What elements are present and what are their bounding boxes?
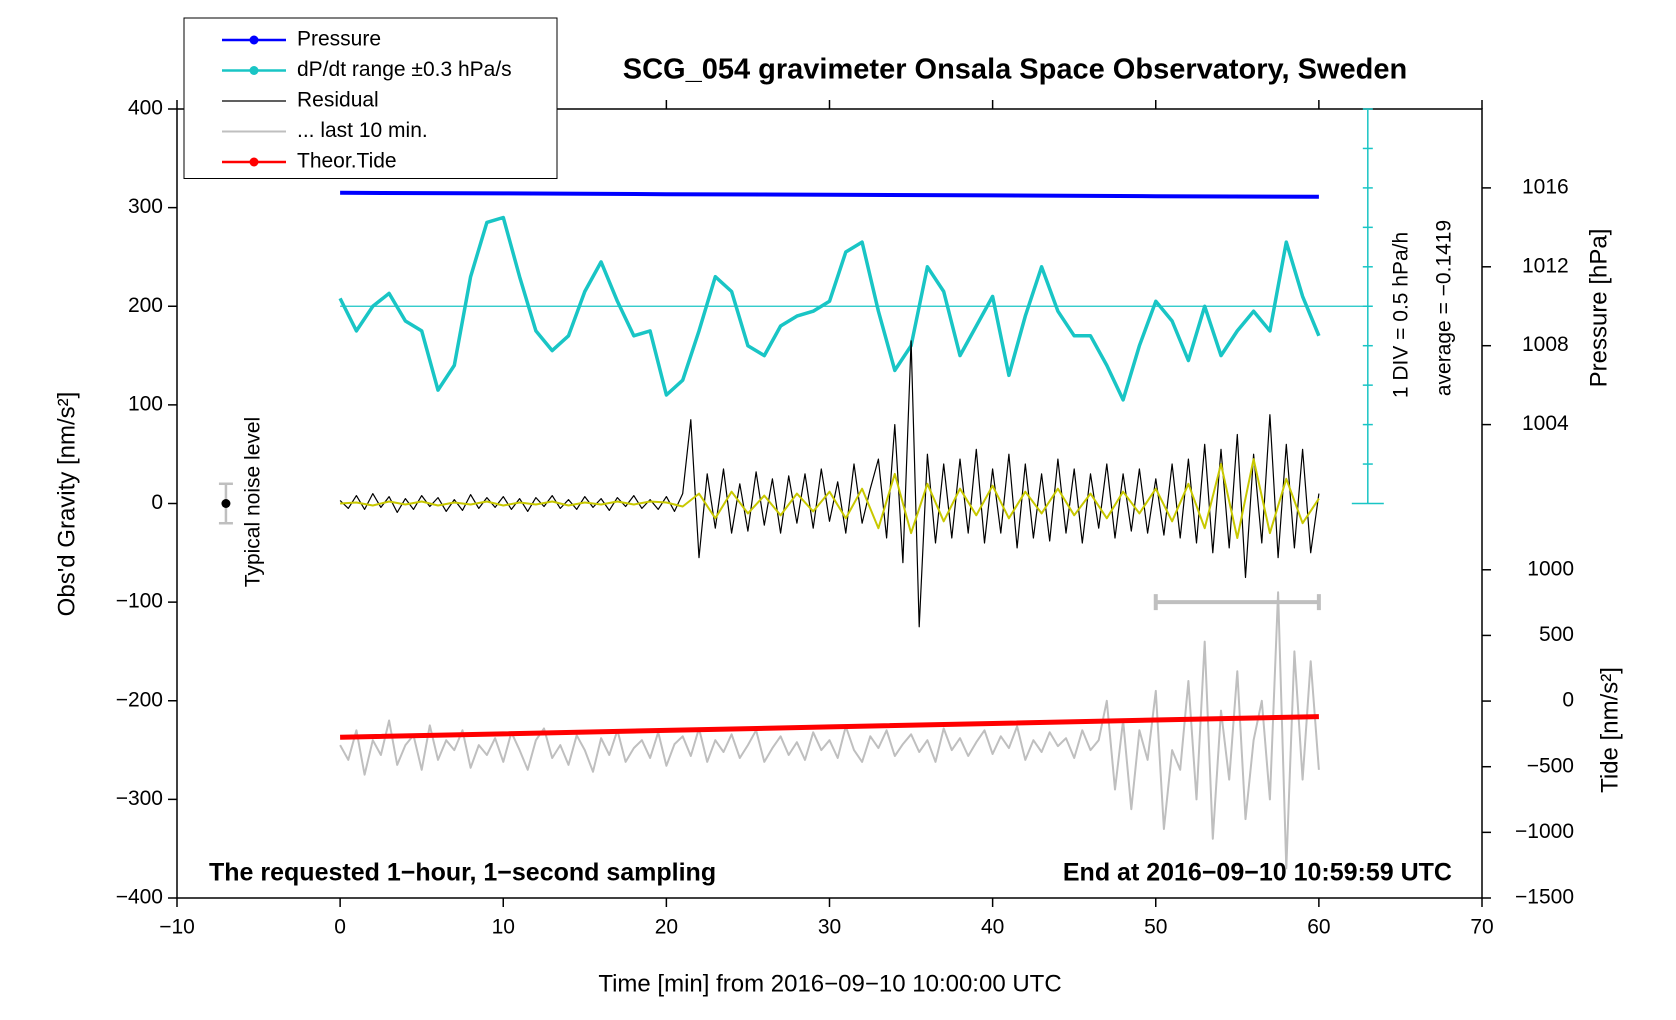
y2-tick-label: 1016 (1522, 175, 1569, 198)
y3-tick-label: −1000 (1515, 820, 1574, 843)
legend-marker (249, 157, 259, 167)
legend-label: ... last 10 min. (297, 119, 428, 142)
x-tick-label: 20 (655, 916, 678, 939)
y2-axis-label: Pressure [hPa] (1585, 229, 1612, 388)
annotation: The requested 1−hour, 1−second sampling (209, 859, 716, 887)
chart-title: SCG_054 gravimeter Onsala Space Observat… (623, 54, 1407, 86)
y-tick-label: −400 (116, 886, 163, 909)
annotation: End at 2016−09−10 10:59:59 UTC (1063, 859, 1452, 887)
legend-label: Theor.Tide (297, 150, 397, 173)
legend-label: Pressure (297, 28, 381, 51)
y3-tick-label: 0 (1562, 689, 1574, 712)
legend-marker (249, 35, 259, 45)
y2-tick-label: 1004 (1522, 412, 1569, 435)
series-line (340, 714, 1319, 740)
annotation: 1 DIV = 0.5 hPa/h (1390, 232, 1413, 398)
legend-marker (249, 66, 259, 75)
y-tick-label: −200 (116, 688, 163, 711)
legend-label: dP/dt range ±0.3 hPa/s (297, 58, 512, 81)
x-tick-label: 40 (981, 916, 1004, 939)
y3-tick-label: −500 (1527, 754, 1574, 777)
x-tick-label: 70 (1470, 916, 1493, 939)
series-line (338, 215, 1321, 402)
x-tick-label: −10 (159, 916, 195, 939)
y-axis-label: Obs'd Gravity [nm/s²] (53, 392, 80, 617)
y-tick-label: 200 (128, 294, 163, 317)
y2-tick-label: 1012 (1522, 254, 1569, 277)
x-tick-label: 0 (334, 916, 346, 939)
y2-tick-label: 1008 (1522, 333, 1569, 356)
legend-box (183, 17, 558, 179)
x-tick-label: 30 (818, 916, 841, 939)
y3-tick-label: 1000 (1527, 557, 1574, 580)
y-tick-label: 300 (128, 195, 163, 218)
y-tick-label: 0 (151, 491, 163, 514)
annotation: Typical noise level (242, 417, 265, 587)
series-line (340, 458, 1320, 539)
y-tick-label: −100 (116, 590, 163, 613)
noise-point (221, 499, 231, 508)
series-line (339, 340, 1320, 628)
x-tick-label: 60 (1307, 916, 1330, 939)
x-tick-label: 10 (492, 916, 515, 939)
y-tick-label: 100 (128, 392, 163, 415)
y3-tick-label: −1500 (1515, 886, 1574, 909)
y3-tick-label: 500 (1539, 623, 1574, 646)
x-axis-label: Time [min] from 2016−09−10 10:00:00 UTC (598, 970, 1061, 997)
y-tick-label: 400 (128, 97, 163, 120)
x-tick-label: 50 (1144, 916, 1167, 939)
series-line (340, 190, 1319, 199)
plot-frame (176, 108, 1483, 899)
series-line (339, 591, 1320, 870)
y3-axis-label: Tide [nm/s²] (1596, 667, 1623, 793)
legend-label: Residual (297, 89, 379, 112)
annotation: average = −0.1419 (1433, 220, 1456, 396)
y-tick-label: −300 (116, 787, 163, 810)
